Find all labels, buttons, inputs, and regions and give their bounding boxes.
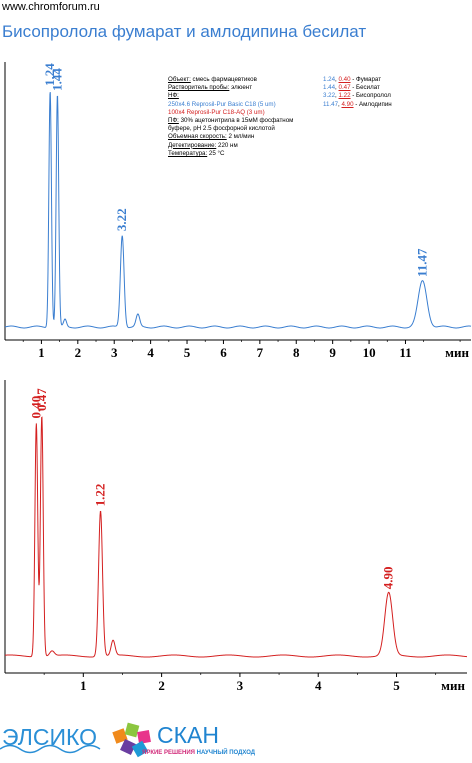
puzzle-icon — [112, 722, 151, 758]
temperature-key: Температура: — [168, 149, 208, 157]
legend-rt-blue: 3.22 — [323, 92, 336, 100]
site-url: www.chromforum.ru — [2, 1, 100, 13]
bottom-chromatogram: 1 2 3 4 5 мин 0.400.47 1.22 4.90 — [4, 380, 468, 693]
logo-right-text: СКАН — [157, 722, 219, 748]
x-tick-label: 1 — [38, 345, 45, 360]
tagline-part-2: НАУЧНЫЙ ПОДХОД — [194, 750, 256, 756]
solvent-key: Растворитель пробы: — [168, 84, 230, 92]
x-tick-label: 4 — [315, 678, 322, 693]
x-tick-label: 1 — [80, 678, 87, 693]
legend-rt-red: 0.40 — [338, 76, 351, 83]
peak-label: 1.24 — [42, 63, 57, 86]
legend-row: 11.47, 4.90 - Амлодипин — [323, 101, 392, 109]
legend-row: 3.22, 1.22 - Бисопролол — [323, 92, 392, 100]
x-tick-label: 10 — [363, 345, 376, 360]
legend-compound: - Амлодипин — [353, 100, 392, 108]
conditions-block: Объект: смесь фармацевтиков Растворитель… — [168, 76, 293, 158]
stationary-phase-key: НФ: — [168, 92, 179, 100]
legend-compound: - Бесилат — [350, 84, 380, 92]
x-tick-label: 7 — [257, 345, 264, 360]
flow-key: Объемная скорость: — [168, 133, 227, 141]
peak-label: 1.22 — [93, 484, 108, 507]
object-key: Объект: — [168, 76, 191, 83]
mobile-phase-value-1: 30% ацетонитрила в 15мМ фосфатном — [178, 117, 294, 125]
legend-sep: , — [335, 92, 339, 100]
legend-sep: , — [335, 76, 339, 83]
peak-label: 0.40 — [28, 396, 43, 419]
x-tick-label: 8 — [293, 345, 300, 360]
x-axis-label: мин — [441, 678, 465, 693]
legend-compound: - Фумарат — [350, 76, 382, 83]
stationary-phase-blue: 250x4.6 Reprosil-Pur Basic C18 (5 um) — [168, 100, 276, 108]
object-value: смесь фармацевтиков — [190, 76, 257, 83]
legend-rt-red: 4.90 — [341, 100, 354, 108]
x-axis-label: мин — [445, 345, 469, 360]
logo-tagline: ЯРКИЕ РЕШЕНИЯ НАУЧНЫЙ ПОДХОД — [142, 750, 255, 756]
x-tick-label: 9 — [329, 345, 336, 360]
detection-value: 220 нм — [216, 141, 238, 149]
x-tick-label: 3 — [237, 678, 244, 693]
legend-rt-blue: 11.47 — [323, 100, 339, 108]
legend-row: 1.44, 0.47 - Бесилат — [323, 84, 392, 92]
logo-left-text: ЭЛСИКО — [2, 724, 98, 750]
flow-value: 2 мл/мин — [226, 133, 255, 141]
mobile-phase-value-2: буфере, pH 2.5 фосфорной кислотой — [168, 125, 275, 133]
x-tick-label: 5 — [393, 678, 400, 693]
peak-label: 1.44 — [49, 68, 64, 91]
x-tick-label: 2 — [158, 678, 165, 693]
x-tick-label: 3 — [111, 345, 118, 360]
elsico-scan-logo: ЭЛСИКО СКАН ЯРКИЕ РЕШЕНИЯ НАУЧНЫЙ ПОДХОД — [0, 718, 300, 763]
x-tick-label: 2 — [75, 345, 82, 360]
legend-rt-blue: 1.44 — [323, 84, 336, 92]
chromatogram-trace — [4, 91, 472, 329]
wave-graphic — [0, 744, 101, 754]
x-tick-label: 11 — [399, 345, 411, 360]
solvent-value: элюент — [229, 84, 253, 92]
legend-sep: , — [338, 100, 342, 108]
peak-label: 0.47 — [34, 388, 49, 411]
legend-sep: , — [335, 84, 339, 92]
peak-label: 3.22 — [114, 208, 129, 231]
peak-label: 4.90 — [381, 566, 396, 589]
legend-compound: - Бисопролол — [350, 92, 391, 100]
temperature-value: 25 °C — [207, 149, 225, 157]
peak-legend: 1.24, 0.40 - Фумарат 1.44, 0.47 - Бесила… — [323, 76, 392, 109]
legend-rt-blue: 1.24 — [323, 76, 336, 83]
mobile-phase-key: ПФ: — [168, 117, 179, 125]
detection-key: Детектирование: — [168, 141, 217, 149]
stationary-phase-red: 100x4 Reprosil-Pur C18-AQ (3 um) — [168, 108, 265, 116]
x-tick-label: 4 — [147, 345, 154, 360]
x-tick-label: 6 — [220, 345, 227, 360]
chromatogram-trace — [4, 416, 468, 658]
page-title: Бисопролола фумарат и амлодипина бесилат — [2, 22, 367, 41]
legend-rt-red: 1.22 — [338, 92, 351, 100]
x-tick-label: 5 — [184, 345, 191, 360]
peak-label: 11.47 — [415, 248, 430, 277]
tagline-part-1: ЯРКИЕ РЕШЕНИЯ — [142, 750, 195, 756]
legend-rt-red: 0.47 — [338, 84, 351, 92]
legend-row: 1.24, 0.40 - Фумарат — [323, 76, 392, 84]
